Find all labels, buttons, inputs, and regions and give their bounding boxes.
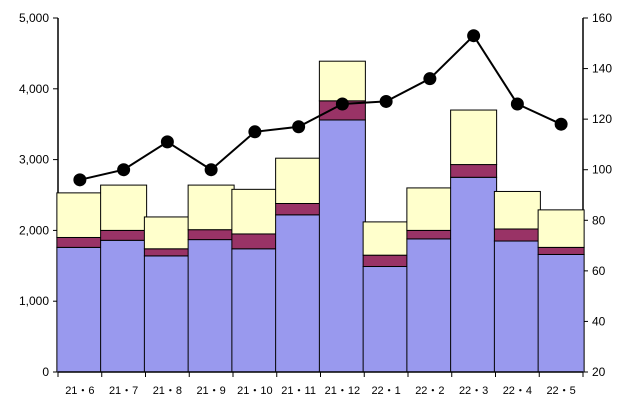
bar-segment [187, 229, 235, 241]
bar-segment [493, 228, 541, 242]
bar-segment [231, 233, 279, 250]
line-point [292, 120, 306, 134]
bar-segment [362, 221, 410, 256]
bar-segment [318, 60, 366, 102]
bar-segment [56, 192, 104, 238]
bar-segment [56, 236, 104, 248]
line-point [379, 94, 393, 108]
stacked-bars [56, 60, 585, 373]
right-tick-label: 80 [592, 213, 606, 227]
right-y-axis: 20 40 60 80 100 120 140 160 [582, 11, 612, 379]
right-tick-label: 160 [592, 11, 612, 25]
bar-segment [450, 109, 498, 166]
bar-segment [143, 216, 191, 250]
bar-segment [493, 240, 541, 373]
right-tick-label: 60 [592, 264, 606, 278]
bar-segment [100, 184, 148, 231]
x-tick-label: 21・11 [281, 385, 316, 397]
left-tick-label: 3,000 [19, 153, 49, 167]
line-point [467, 29, 481, 43]
x-tick-label: 22・5 [546, 385, 575, 397]
left-tick-label: 0 [42, 365, 49, 379]
bar-segment [100, 229, 148, 241]
left-tick-label: 5,000 [19, 11, 49, 25]
right-tick-label: 40 [592, 314, 606, 328]
bar-segment [275, 202, 323, 216]
index-line [79, 34, 562, 181]
right-tick-label: 120 [592, 112, 612, 126]
line-point [335, 97, 349, 111]
bar-segment [275, 214, 323, 373]
x-axis: 21・6 21・7 21・8 21・9 21・10 21・11 21・12 22・1 22・2 2… [57, 371, 584, 397]
right-tick-label: 100 [592, 163, 612, 177]
bar-segment [100, 239, 148, 373]
bar-segment [493, 190, 541, 230]
x-tick-label: 21・12 [325, 385, 360, 397]
line-point [117, 163, 131, 177]
bar-segment [143, 248, 191, 257]
bar-segment [537, 209, 585, 248]
bar-segment [406, 238, 454, 373]
line-point [423, 72, 437, 86]
x-tick-label: 22・2 [415, 385, 444, 397]
x-tick-label: 22・4 [503, 385, 532, 397]
x-tick-label: 21・10 [237, 385, 272, 397]
right-tick-label: 140 [592, 62, 612, 76]
line-point [510, 97, 524, 111]
bar-segment [537, 246, 585, 255]
bar-segment [187, 184, 235, 231]
x-tick-label: 21・8 [153, 385, 182, 397]
left-tick-label: 4,000 [19, 82, 49, 96]
right-tick-label: 20 [592, 365, 606, 379]
index-line-series [73, 29, 568, 187]
line-point [160, 135, 174, 149]
left-tick-label: 1,000 [19, 294, 49, 308]
line-point [73, 173, 87, 187]
bar-segment [406, 229, 454, 240]
bar-segment [537, 253, 585, 373]
x-tick-label: 21・9 [196, 385, 225, 397]
bar-segment [56, 246, 104, 373]
x-tick-label: 22・3 [459, 385, 488, 397]
bar-segment [362, 254, 410, 268]
bar-segment [231, 188, 279, 235]
line-point [204, 163, 218, 177]
bar-segment [143, 255, 191, 373]
line-point [554, 117, 568, 131]
left-y-axis: 0 1,000 2,000 3,000 4,000 5,000 [19, 11, 59, 379]
bar-segment [362, 266, 410, 373]
bar-segment [450, 176, 498, 373]
x-tick-label: 22・1 [371, 385, 400, 397]
left-tick-label: 2,000 [19, 223, 49, 237]
bar-segment [231, 248, 279, 373]
x-tick-label: 21・7 [109, 385, 138, 397]
line-point [248, 125, 262, 139]
bar-segment [187, 239, 235, 373]
x-tick-label: 21・6 [65, 385, 94, 397]
bar-segment [318, 119, 366, 373]
bar-segment [450, 164, 498, 178]
bar-segment [275, 157, 323, 204]
bar-segment [406, 187, 454, 231]
